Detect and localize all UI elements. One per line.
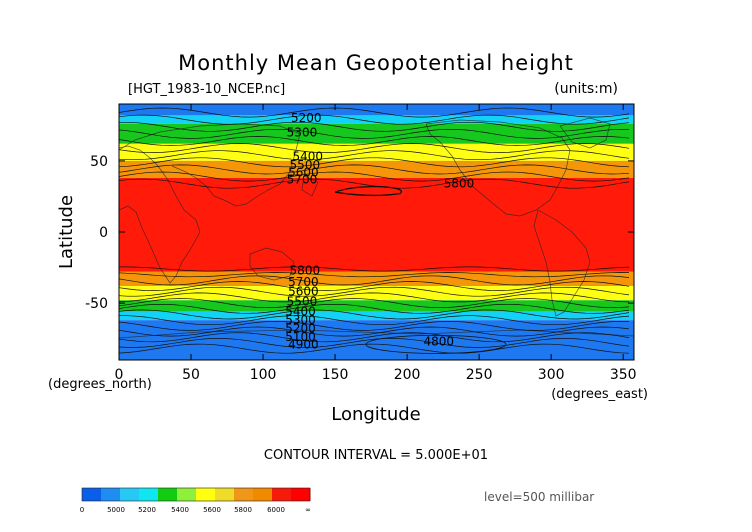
contour-line [119, 164, 630, 175]
y-unit-label: (degrees_north) [48, 377, 152, 392]
colorbar: 0 5000 5200 5400 5600 5800 6000 ∞ [80, 487, 311, 514]
contour-label: 5500 [290, 158, 321, 172]
contour-line [119, 281, 630, 291]
contour-line [119, 121, 630, 132]
color-band-9 [119, 311, 634, 321]
colorbar-swatch [196, 488, 216, 501]
color-band-2 [119, 123, 634, 144]
color-band-4 [119, 160, 634, 178]
x-tick-label: 150 [322, 367, 349, 383]
contour-line [119, 143, 630, 153]
y-tick-label: -50 [85, 296, 108, 312]
chart-title: Monthly Mean Geopotential height [178, 51, 574, 75]
colorbar-label: 5000 [107, 506, 125, 514]
colorbar-swatch [82, 488, 102, 501]
colorbar-swatch [272, 488, 292, 501]
contour-line [119, 298, 630, 309]
colorbar-swatch [291, 488, 311, 501]
contour-label: 5200 [285, 322, 316, 336]
y-axis-label: Latitude [56, 195, 77, 269]
contour-line [119, 303, 630, 314]
contour-label: 4900 [288, 337, 319, 351]
x-tick-label: 200 [394, 367, 421, 383]
contour-line [119, 338, 630, 348]
colorbar-swatch [234, 488, 254, 501]
contour-label: 5500 [287, 295, 318, 309]
file-label: [HGT_1983-10_NCEP.nc] [128, 82, 285, 97]
contour-label: 5300 [285, 313, 316, 327]
contour-label: 5600 [288, 285, 319, 299]
colorbar-swatch [101, 488, 121, 501]
colorbar-label: 5400 [171, 506, 189, 514]
contour-interval-text: CONTOUR INTERVAL = 5.000E+01 [264, 448, 488, 463]
contour-line [119, 332, 630, 343]
colorbar-label: ∞ [305, 506, 311, 514]
contour-line [119, 286, 630, 297]
color-band-8 [119, 300, 634, 312]
contour-label: 5100 [285, 330, 316, 344]
level-text: level=500 millibar [484, 490, 594, 504]
continent-outlines [119, 117, 634, 339]
colorbar-frame [81, 487, 311, 502]
colorbar-swatch [253, 488, 273, 501]
color-band-1 [119, 115, 634, 124]
contour-line [334, 185, 402, 197]
contour-line [119, 343, 630, 354]
contour-label: 5700 [287, 172, 318, 186]
contour-label: 5200 [291, 111, 322, 125]
contour-label: 5800 [290, 263, 321, 277]
contour-label: 5400 [292, 150, 323, 164]
colorbar-label: 0 [80, 506, 84, 514]
contour-label: 5800 [444, 177, 475, 191]
colorbar-label: 5200 [138, 506, 156, 514]
contour-line [119, 315, 630, 326]
contour-label: 5300 [287, 125, 318, 139]
contour-line [119, 128, 630, 139]
contour-label: 4800 [424, 335, 455, 349]
contour-line [119, 150, 630, 161]
contour-line [119, 326, 630, 337]
contour-line [119, 272, 630, 278]
y-tick-label: 0 [99, 225, 108, 241]
color-band-3 [119, 143, 634, 161]
x-tick-label: 0 [115, 367, 124, 383]
contour-label: 5400 [285, 305, 316, 319]
contour-line [119, 266, 630, 272]
x-tick-label: 350 [610, 367, 637, 383]
colorbar-label: 5600 [203, 506, 221, 514]
contour-line [119, 157, 630, 168]
color-band-5 [119, 177, 634, 272]
contour-line [119, 171, 630, 182]
y-tick-label: 50 [90, 154, 108, 170]
contour-line [365, 334, 507, 354]
colorbar-label: 5800 [234, 506, 252, 514]
x-tick-label: 100 [250, 367, 277, 383]
x-unit-label: (degrees_east) [551, 387, 648, 402]
contour-line [119, 309, 630, 320]
units-label: (units:m) [554, 81, 618, 97]
colorbar-label: 6000 [267, 506, 285, 514]
colorbar-swatch [139, 488, 159, 501]
contour-line [119, 107, 630, 118]
x-tick-label: 250 [466, 367, 493, 383]
contour-label: 5700 [288, 275, 319, 289]
colorbar-swatch [177, 488, 197, 501]
x-axis-label: Longitude [331, 404, 421, 425]
color-band-10 [119, 320, 634, 360]
contour-line [119, 114, 630, 125]
contour-line [119, 320, 630, 331]
color-band-0 [119, 104, 634, 116]
contour-line [119, 136, 630, 146]
colorbar-swatch [158, 488, 178, 501]
x-tick-label: 50 [182, 367, 200, 383]
contour-line [119, 275, 630, 286]
contour-line [119, 292, 630, 303]
contour-lines [119, 107, 630, 354]
contour-label: 5600 [288, 165, 319, 179]
x-tick-label: 300 [538, 367, 565, 383]
colorbar-swatch [215, 488, 235, 501]
colorbar-swatch [120, 488, 140, 501]
